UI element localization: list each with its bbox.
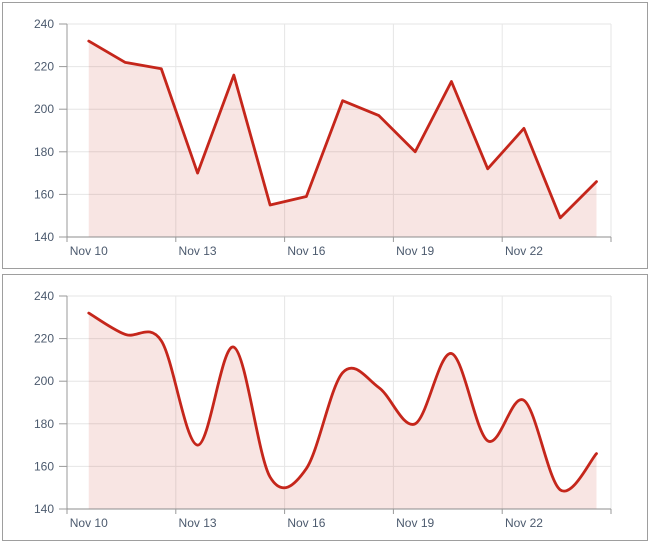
spline-area-chart-canvas[interactable]: 140 160 180 200 220 240 Nov 10 Nov 13 Nov 16 Nov … (3, 275, 647, 540)
y-axis-tick-label: 140 (34, 230, 54, 244)
series-area-fill (88, 41, 597, 237)
x-axis-tick-label: Nov 13 (179, 516, 217, 530)
y-axis-tick-label: 180 (34, 417, 54, 431)
x-axis-tick-label: Nov 19 (396, 244, 434, 258)
y-axis-tick-label: 160 (34, 187, 54, 201)
x-axis-tick-label: Nov 22 (505, 516, 543, 530)
series-area-fill (88, 313, 597, 509)
y-axis-tick-label: 220 (34, 60, 54, 74)
y-axis-tick-label: 200 (34, 374, 54, 388)
x-axis-tick-label: Nov 22 (505, 244, 543, 258)
series-line[interactable] (87, 311, 598, 493)
y-axis-tick-label: 140 (34, 502, 54, 516)
area-chart-canvas[interactable]: 140 160 180 200 220 240 Nov 10 Nov 13 Nov 16 Nov … (3, 3, 647, 268)
y-axis-tick-label: 180 (34, 145, 54, 159)
x-axis-tick-label: Nov 13 (179, 244, 217, 258)
x-axis-tick-label: Nov 10 (70, 244, 108, 258)
series-line[interactable] (87, 39, 598, 220)
x-axis-tick-label: Nov 10 (70, 516, 108, 530)
linear-area-chart-card: 140 160 180 200 220 240 Nov 10 Nov 13 Nov 16 Nov … (2, 2, 648, 269)
y-axis-tick-label: 240 (34, 17, 54, 31)
y-axis-tick-label: 240 (34, 289, 54, 303)
x-axis-tick-label: Nov 19 (396, 516, 434, 530)
x-axis-tick-label: Nov 16 (287, 516, 325, 530)
y-axis-tick-label: 160 (34, 459, 54, 473)
smooth-area-chart-card: 140 160 180 200 220 240 Nov 10 Nov 13 Nov 16 Nov … (2, 274, 648, 541)
y-axis-tick-label: 200 (34, 102, 54, 116)
y-axis-tick-label: 220 (34, 332, 54, 346)
x-axis-tick-label: Nov 16 (287, 244, 325, 258)
